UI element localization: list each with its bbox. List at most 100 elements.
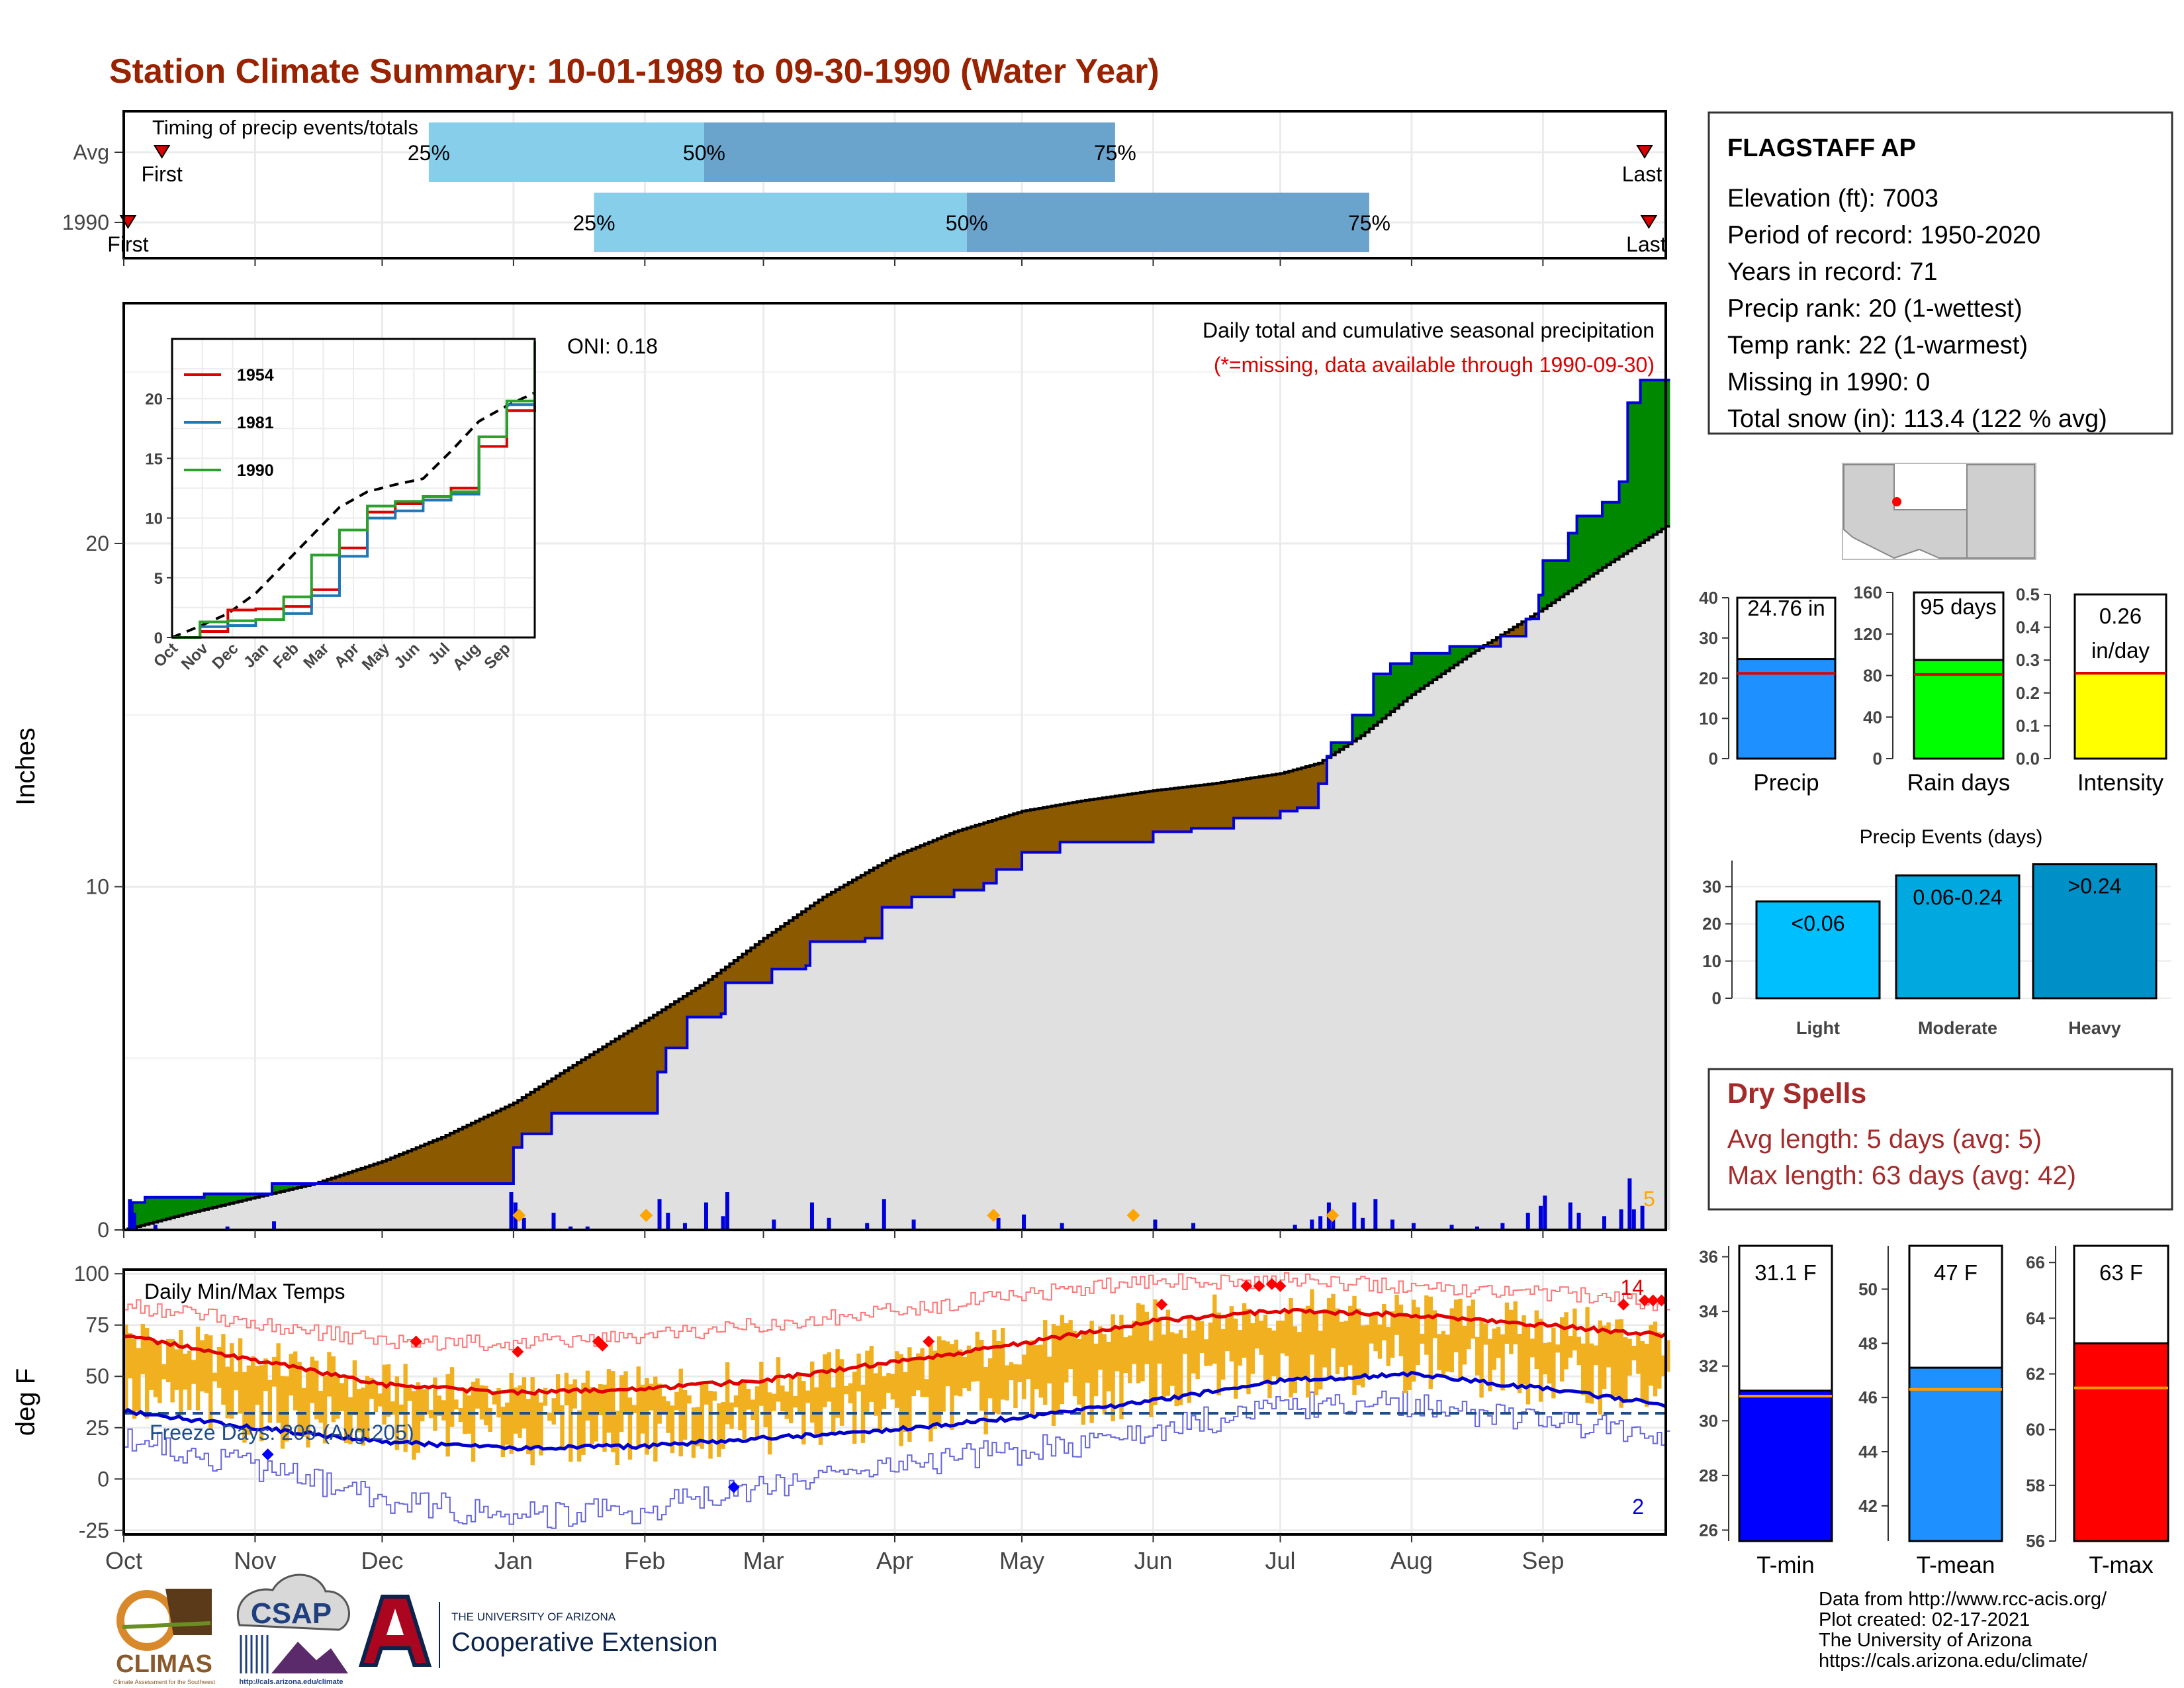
below-normal-area [128,614,1539,1230]
sum-bar-value-label: 0.26 [2099,604,2142,628]
daily-precip-bar [704,1202,708,1230]
sum-y-tick-label: 0.4 [2016,618,2040,637]
precip-y-tick-label: 0 [97,1218,109,1242]
record-high-marker [1156,1298,1168,1311]
temp-y-tick-label: 25 [85,1416,109,1440]
ua-logo-name: Cooperative Extension [451,1628,717,1657]
tmp-bar-value-label: 47 F [1934,1260,1978,1285]
record-low-marker [261,1448,274,1461]
snow-marker [512,1209,526,1222]
first-event-marker [153,145,171,159]
daily-precip-bar [1449,1225,1454,1230]
first-event-label: First [142,162,183,186]
timing-percent-label: 50% [683,141,725,165]
daily-precip-bar [1191,1223,1196,1230]
sum-y-tick-label: 160 [1854,583,1882,602]
month-tick-label: Dec [361,1547,403,1574]
tmp-y-tick-label: 42 [1858,1496,1878,1516]
event-bar-value-label: >0.24 [2068,874,2122,898]
tmp-y-tick-label: 28 [1699,1466,1718,1485]
tmp-y-tick-label: 58 [2026,1476,2045,1495]
max-daily-count: 5 [1643,1187,1655,1211]
daily-precip-bar [569,1226,573,1230]
last-event-label: Last [1622,162,1662,186]
record-max-line [124,1272,1670,1352]
station-info-line: Total snow (in): 113.4 (122 % avg) [1727,405,2107,433]
event-bar-label: Moderate [1918,1018,1997,1038]
snow-marker [1326,1209,1340,1222]
dry-spells-box: Dry Spells Avg length: 5 days (avg: 5) Max… [1707,1068,2173,1211]
daily-precip-bar [865,1223,870,1230]
tmp-bar-value [1908,1366,2003,1542]
event-bar [1895,874,2021,1000]
dry-spells-title: Dry Spells [1727,1078,1866,1109]
daily-precip-bar [1293,1225,1297,1230]
oni-value: ONI: 0.18 [567,334,658,358]
tmp-bar-label: T-mean [1917,1552,1995,1578]
month-tick-label: May [999,1547,1044,1574]
first-event-label: First [107,232,148,256]
daily-precip-bar [1475,1226,1479,1230]
daily-precip-bar [721,1216,725,1230]
page-title: Station Climate Summary: 10-01-1989 to 0… [109,52,1160,91]
csap-mountain-icon [271,1642,348,1673]
ua-logo-top-text: THE UNIVERSITY OF ARIZONA [451,1611,616,1623]
record-high-marker [923,1335,935,1348]
last-event-marker [1640,215,1658,229]
daily-precip-bar [1411,1223,1416,1230]
normal-max-line [123,1307,1667,1396]
month-tick-label: Feb [624,1547,665,1574]
footer-credits: Data from http://www.rcc-acis.org/Plot c… [1819,1589,2107,1671]
sum-bar-label: Intensity [2077,770,2164,796]
daily-precip-bar [153,1225,158,1230]
sum-y-tick-label: 0.0 [2016,749,2040,769]
record-high-marker [1647,1294,1659,1307]
temp-caption: Daily Min/Max Temps [144,1280,345,1303]
climas-logo-text: CLIMAS [116,1650,212,1678]
station-location-marker [1892,497,1901,506]
tmp-bar-label: T-max [2089,1552,2154,1578]
sum-y-tick-label: 30 [1699,628,1718,648]
daily-precip-bar [1619,1209,1623,1230]
daily-precip-bar [1525,1213,1530,1230]
record-high-marker [596,1339,609,1352]
csap-cloud-icon [236,1573,350,1631]
daily-precip-bar [585,1226,590,1230]
timing-bar-q50-q75 [704,122,1115,182]
event-bar-value-label: 0.06-0.24 [1913,885,2002,909]
daily-precip-bar [1153,1219,1158,1230]
record-low-count: 2 [1632,1495,1644,1519]
timing-percent-label: 75% [1348,211,1390,235]
footer-credit-line: The University of Arizona [1819,1630,2032,1651]
station-info-line: Precip rank: 20 (1-wettest) [1727,295,2023,323]
month-tick-label: Apr [876,1547,913,1574]
timing-row-label: 1990 [62,211,109,234]
station-info-line: Temp rank: 22 (1-warmest) [1727,332,2028,359]
record-low-marker [727,1481,740,1493]
timing-bar-q25-q50 [428,122,704,182]
sum-y-tick-label: 10 [1699,708,1718,728]
missing-note: (*=missing, data available through 1990-… [1214,353,1655,377]
dry-spells-line: Avg length: 5 days (avg: 5) [1727,1125,2042,1154]
daily-precip-bar [1022,1214,1026,1230]
inset-y-tick-label: 5 [154,570,163,588]
climas-logo-branch [122,1621,211,1629]
daily-precip-bar [809,1202,814,1230]
daily-precip-bar [1060,1223,1064,1230]
daily-precip-bar [128,1199,132,1230]
inset-y-tick-label: 10 [145,510,163,528]
sum-bar-label: Precip [1753,770,1819,796]
month-tick-label: Aug [1390,1547,1433,1574]
record-high-marker [410,1335,422,1348]
record-high-marker [1638,1294,1651,1307]
climas-logo-shape [165,1589,212,1635]
ua-a-logo-counter [387,1609,404,1635]
sum-y-tick-label: 0.5 [2016,585,2040,604]
timing-row-label: Avg [73,140,109,164]
sum-bar-value [2073,672,2167,760]
daily-precip-bar [522,1217,526,1230]
event-bar-label: Light [1796,1018,1840,1038]
month-tick-label: Jun [1134,1547,1172,1574]
